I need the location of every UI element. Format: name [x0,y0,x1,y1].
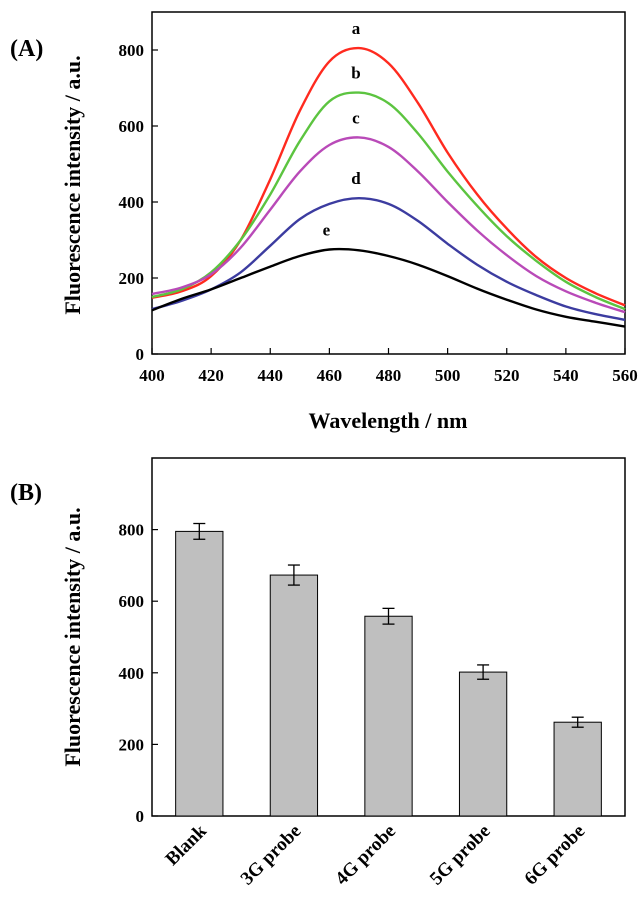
series-a-label: a [352,19,361,38]
panel-a-y-axis-title: Fluorescence intensity / a.u. [60,55,85,314]
bar-1 [175,530,224,817]
panel-b-y-tick-label: 0 [136,807,145,826]
bar-5 [553,721,602,817]
series-c-label: c [352,108,360,127]
panel-a-y-tick-label: 0 [136,345,145,364]
panel-a-y-tick-label: 400 [119,193,145,212]
panel-b-y-tick-label: 800 [119,521,145,540]
panel-a-x-tick-label: 440 [258,366,284,385]
panel-b-y-axis-title: Fluorescence intensity / a.u. [60,507,85,766]
panel-a-series [151,46,626,328]
series-c-line [151,136,626,314]
series-b-line [151,91,626,311]
panel-b-y-ticks: 0 200 400 600 800 [119,521,158,826]
panel-a-y-tick-label: 600 [119,117,145,136]
panel-b-label: (B) [10,480,42,506]
panel-a-y-ticks: 0 200 400 600 800 [119,41,158,364]
series-e-line [151,247,626,328]
panel-a-x-tick-label: 520 [494,366,520,385]
panel-a-curve-labels: a b c d e [323,19,362,239]
category-label-5: 6G probe [521,821,590,890]
panel-a-x-tick-label: 460 [317,366,343,385]
panel-b-bars [175,522,602,817]
panel-a-x-tick-label: 560 [612,366,638,385]
bar-3 [364,615,413,817]
bar-2 [269,574,319,817]
category-label-3: 4G probe [331,821,400,890]
panel-b-y-tick-label: 200 [119,735,145,754]
panel-a-x-ticks: 400 420 440 460 480 500 520 540 560 [139,348,638,385]
panel-a-y-tick-label: 800 [119,41,145,60]
category-label-2: 3G probe [237,821,306,890]
panel-a-x-tick-label: 480 [376,366,402,385]
series-e-label: e [323,221,331,240]
panel-a-x-axis-title: Wavelength / nm [309,408,468,433]
panel-a-x-tick-label: 500 [435,366,461,385]
panel-a-label: (A) [10,36,43,62]
panel-a-x-tick-label: 540 [553,366,579,385]
bar-4 [458,671,508,817]
panel-b-y-tick-label: 400 [119,664,145,683]
panel-b-y-tick-label: 600 [119,592,145,611]
category-label-4: 5G probe [426,821,495,890]
panel-a-x-tick-label: 420 [198,366,224,385]
panel-a-y-tick-label: 200 [119,269,145,288]
series-d-line [151,197,626,321]
category-label-1: Blank [162,820,212,870]
panel-b-category-labels: Blank 3G probe 4G probe 5G probe 6G probe [162,820,590,889]
panel-a: (A) 0 200 400 600 800 400 420 440 460 480 500 520 5… [10,11,638,433]
series-a-line [151,46,626,307]
panel-b: (B) 0 200 400 600 800 Blank 3G probe 4G probe 5… [10,457,626,889]
series-b-label: b [351,64,360,83]
series-d-label: d [351,169,361,188]
panel-a-x-tick-label: 400 [139,366,165,385]
